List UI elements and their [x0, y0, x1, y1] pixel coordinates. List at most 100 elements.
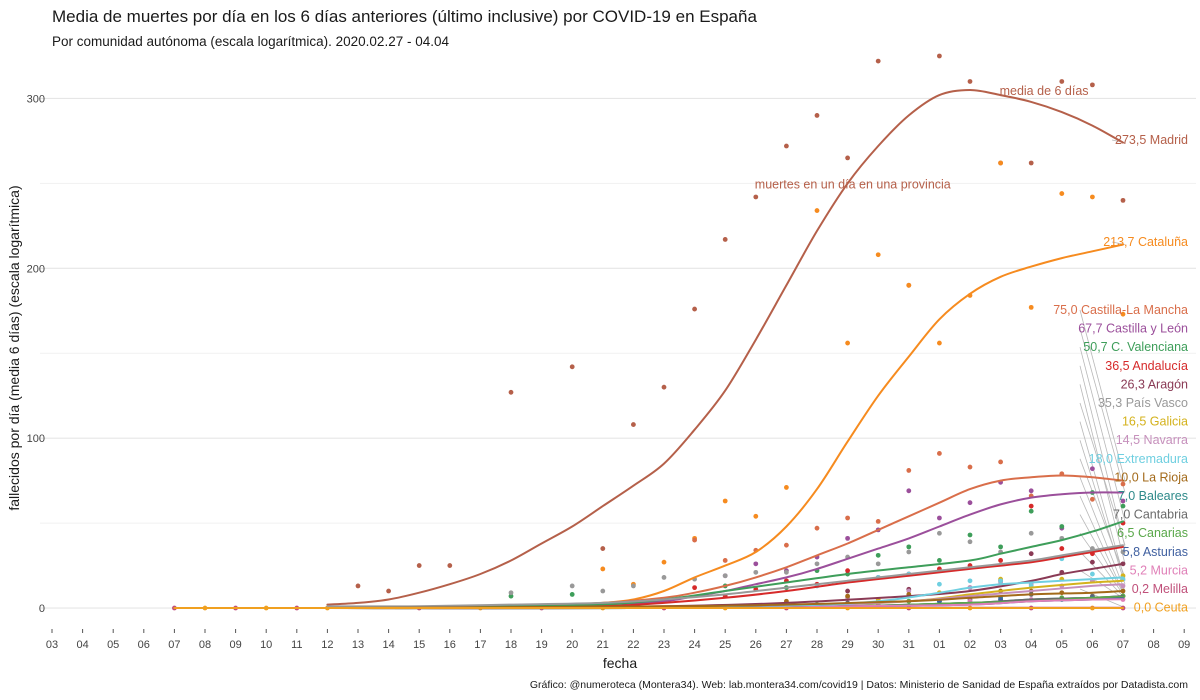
- data-point: [753, 194, 759, 200]
- series-end-label: 10,0 La Rioja: [1114, 470, 1188, 484]
- chart-caption: Gráfico: @numeroteca (Montera34). Web: l…: [530, 679, 1188, 691]
- data-point: [845, 535, 850, 541]
- data-point: [814, 113, 820, 118]
- data-point: [569, 583, 575, 589]
- data-point: [1090, 194, 1095, 200]
- x-tick-label: 26: [750, 639, 762, 651]
- data-point: [937, 451, 942, 456]
- x-tick-label: 19: [535, 639, 547, 651]
- x-tick-label: 23: [658, 639, 670, 651]
- data-point: [937, 515, 942, 521]
- label-leader: [1079, 477, 1126, 592]
- data-point: [661, 559, 667, 565]
- x-tick-label: 05: [1056, 639, 1068, 651]
- data-point: [784, 569, 789, 575]
- data-point: [722, 573, 728, 579]
- data-point: [692, 585, 697, 591]
- label-leader: [1079, 514, 1126, 597]
- data-point: [998, 160, 1003, 166]
- x-axis-title: fecha: [603, 655, 637, 671]
- data-point: [447, 563, 453, 568]
- chart-title: Media de muertes por día en los 6 días a…: [52, 7, 757, 26]
- data-point: [967, 532, 973, 538]
- y-tick-label: 200: [27, 263, 45, 275]
- data-point: [845, 515, 850, 521]
- series-end-label: 26,3 Aragón: [1121, 377, 1188, 391]
- data-point: [906, 544, 912, 550]
- series-end-label: 213,7 Cataluña: [1103, 235, 1188, 249]
- series-end-label: 0,0 Ceuta: [1134, 601, 1188, 615]
- data-point: [906, 549, 912, 555]
- data-point: [600, 588, 606, 594]
- data-point: [937, 53, 942, 59]
- series-line: [326, 89, 1124, 606]
- series-line: [326, 544, 1124, 608]
- series-end-labels: 273,5 Madrid 213,7 Cataluña 75,0 Castilla-…: [1053, 133, 1188, 615]
- label-leader: [1079, 440, 1126, 585]
- data-point: [937, 340, 942, 346]
- x-tick-label: 28: [811, 639, 823, 651]
- data-point: [875, 518, 881, 524]
- series-end-label: 7,0 Baleares: [1118, 489, 1188, 503]
- data-point: [998, 544, 1003, 550]
- data-point: [967, 464, 973, 470]
- label-leader: [1079, 421, 1126, 581]
- data-point: [1028, 503, 1034, 509]
- x-tick-label: 30: [872, 639, 884, 651]
- data-point: [722, 237, 728, 242]
- label-leader: [1079, 458, 1126, 578]
- data-point: [1120, 503, 1126, 509]
- series-end-label: 6,5 Canarias: [1117, 526, 1188, 540]
- data-point: [1120, 498, 1126, 504]
- data-point: [906, 282, 912, 288]
- data-point: [814, 525, 820, 531]
- label-leader: [1079, 328, 1126, 493]
- data-point: [1120, 197, 1126, 203]
- data-point: [508, 590, 514, 596]
- x-tick-label: 25: [719, 639, 731, 651]
- x-tick-label: 15: [413, 639, 425, 651]
- data-point: [784, 485, 789, 490]
- data-point: [600, 566, 606, 572]
- data-point: [569, 592, 575, 597]
- series-end-label: 18,0 Extremadura: [1089, 452, 1188, 466]
- x-tick-label: 27: [780, 639, 792, 651]
- data-point: [1120, 481, 1126, 487]
- data-point: [508, 389, 514, 395]
- series-end-label: 67,7 Castilla y León: [1078, 322, 1188, 336]
- x-tick-label: 12: [321, 639, 333, 651]
- data-point: [845, 340, 850, 346]
- data-point: [845, 568, 850, 574]
- data-point: [1090, 496, 1095, 502]
- data-point: [1120, 549, 1126, 555]
- label-leader: [1079, 309, 1126, 481]
- data-point: [998, 459, 1003, 465]
- data-point: [967, 79, 973, 84]
- data-point: [998, 558, 1003, 563]
- data-point: [967, 539, 973, 545]
- x-tick-label: 24: [688, 639, 700, 651]
- data-point: [1028, 508, 1034, 514]
- data-point: [875, 58, 881, 64]
- series-end-label: 273,5 Madrid: [1115, 133, 1188, 147]
- x-tick-label: 08: [1147, 639, 1159, 651]
- data-point: [1028, 488, 1034, 494]
- data-point: [937, 581, 942, 587]
- data-point: [1028, 160, 1034, 166]
- data-point: [1059, 79, 1065, 84]
- x-tick-label: 11: [291, 639, 302, 651]
- x-tick-label: 06: [138, 639, 150, 651]
- series-end-label: 50,7 C. Valenciana: [1083, 340, 1188, 354]
- x-tick-label: 31: [903, 639, 915, 651]
- series-end-label: 16,5 Galicia: [1122, 415, 1188, 429]
- grid: [40, 97, 1196, 609]
- series-end-label: 5,8 Asturias: [1123, 545, 1188, 559]
- x-tick-label: 07: [168, 639, 180, 651]
- data-point: [416, 563, 422, 568]
- data-point: [1120, 311, 1126, 317]
- data-point: [1090, 82, 1095, 88]
- data-point: [753, 569, 759, 575]
- data-point: [1028, 551, 1034, 557]
- series-end-label: 7,0 Cantabria: [1113, 508, 1188, 522]
- data-point: [692, 537, 697, 543]
